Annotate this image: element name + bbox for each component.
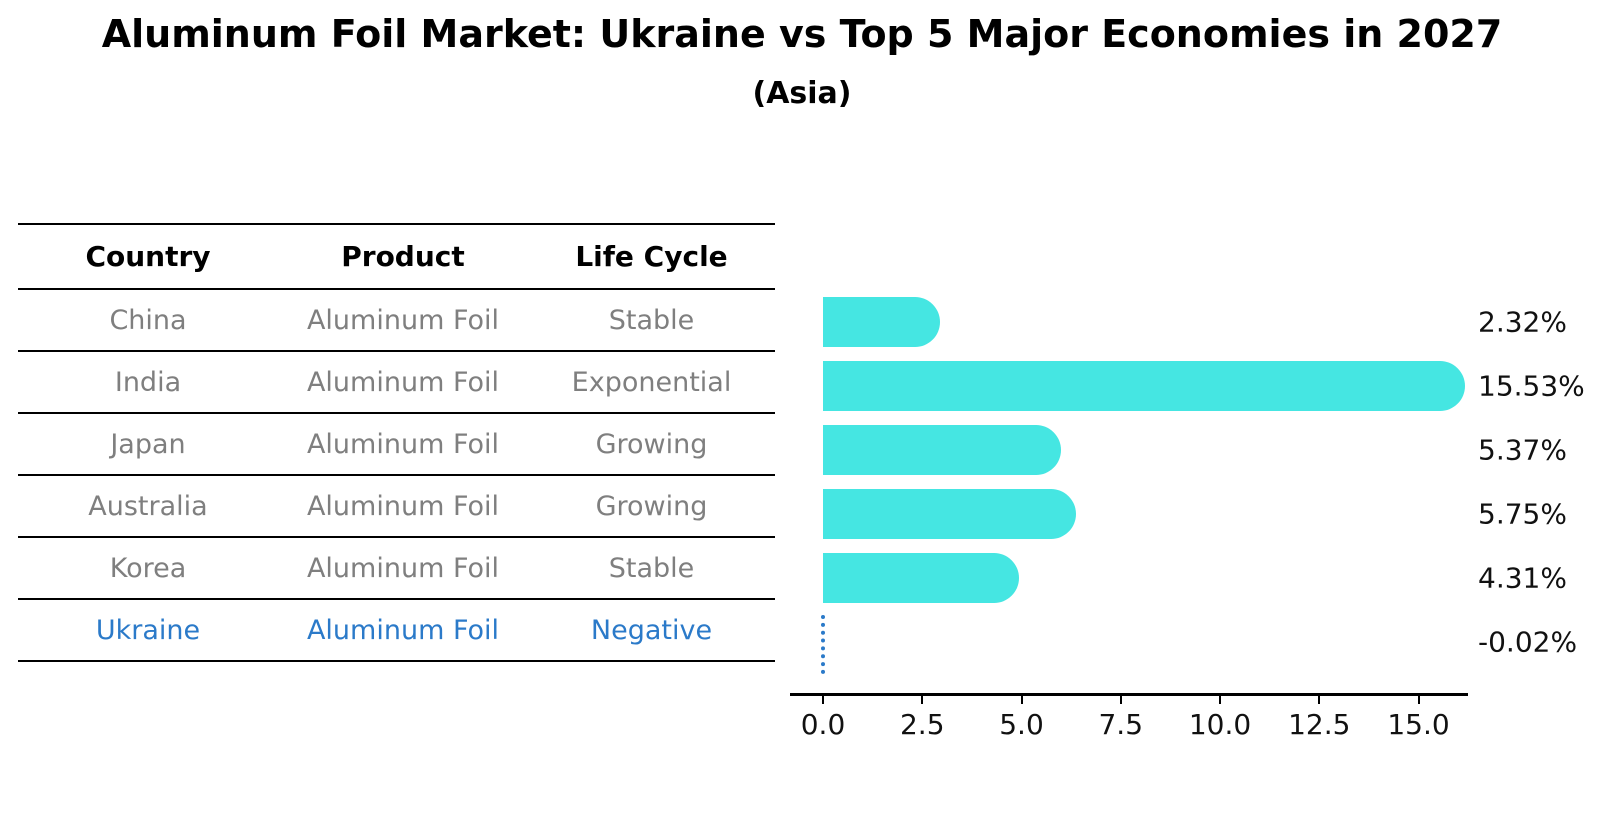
x-axis-tick-label: 10.0 bbox=[1188, 708, 1252, 741]
bar-india bbox=[823, 361, 1465, 411]
x-axis-tick-label: 2.5 bbox=[899, 708, 945, 741]
x-axis-tick bbox=[921, 696, 924, 704]
cell-product: Aluminum Foil bbox=[306, 366, 500, 398]
x-axis-tick bbox=[1219, 696, 1221, 704]
value-label-india: 15.53% bbox=[1478, 369, 1585, 403]
table-row: India Aluminum Foil Exponential bbox=[18, 352, 775, 414]
cell-product: Aluminum Foil bbox=[306, 552, 500, 584]
cell-life-cycle: Stable bbox=[608, 304, 695, 336]
chart-title: Aluminum Foil Market: Ukraine vs Top 5 M… bbox=[101, 12, 1503, 56]
x-axis-tick-label: 5.0 bbox=[999, 708, 1044, 741]
table-row: Japan Aluminum Foil Growing bbox=[18, 414, 775, 476]
x-axis-line bbox=[790, 693, 1468, 696]
column-header-life-cycle: Life Cycle bbox=[575, 240, 728, 273]
bar-australia bbox=[823, 489, 1077, 539]
x-axis-tick bbox=[1119, 696, 1122, 704]
x-axis-tick-label: 7.5 bbox=[1098, 708, 1144, 741]
cell-country: Japan bbox=[110, 428, 186, 460]
cell-product: Aluminum Foil bbox=[306, 428, 500, 460]
cell-life-cycle: Exponential bbox=[571, 366, 732, 398]
x-axis-tick-label: 12.5 bbox=[1288, 708, 1351, 741]
value-label-ukraine: -0.02% bbox=[1478, 625, 1578, 659]
cell-country: Ukraine bbox=[95, 614, 201, 646]
table-row: Australia Aluminum Foil Growing bbox=[18, 476, 775, 538]
country-table: Country Product Life Cycle China Aluminu… bbox=[18, 223, 775, 662]
cell-life-cycle: Stable bbox=[608, 552, 695, 584]
cell-country: China bbox=[109, 304, 187, 336]
bar-china bbox=[823, 297, 941, 347]
cell-country: Australia bbox=[88, 490, 208, 522]
value-label-korea: 4.31% bbox=[1478, 561, 1567, 595]
bar-ukraine bbox=[821, 615, 825, 674]
cell-life-cycle: Growing bbox=[595, 490, 708, 522]
cell-country: Korea bbox=[109, 552, 187, 584]
bar-korea bbox=[823, 553, 1020, 603]
x-axis-tick bbox=[1020, 696, 1023, 704]
table-row: Ukraine Aluminum Foil Negative bbox=[18, 600, 775, 662]
x-axis-tick bbox=[1417, 696, 1420, 704]
value-label-china: 2.32% bbox=[1478, 305, 1567, 339]
cell-product: Aluminum Foil bbox=[306, 614, 500, 646]
value-label-japan: 5.37% bbox=[1478, 433, 1567, 467]
cell-product: Aluminum Foil bbox=[306, 304, 500, 336]
cell-product: Aluminum Foil bbox=[306, 490, 500, 522]
value-label-australia: 5.75% bbox=[1478, 497, 1567, 531]
cell-country: India bbox=[114, 366, 182, 398]
x-axis-tick bbox=[822, 696, 824, 704]
table-row: Korea Aluminum Foil Stable bbox=[18, 538, 775, 600]
cell-life-cycle: Negative bbox=[590, 614, 713, 646]
x-axis-tick bbox=[1318, 696, 1321, 704]
column-header-product: Product bbox=[341, 240, 465, 273]
cell-life-cycle: Growing bbox=[595, 428, 708, 460]
chart-subtitle: (Asia) bbox=[752, 76, 852, 111]
bar-japan bbox=[823, 425, 1062, 475]
table-row: China Aluminum Foil Stable bbox=[18, 290, 775, 352]
x-axis-tick-label: 0.0 bbox=[800, 708, 846, 741]
table-header-row: Country Product Life Cycle bbox=[18, 225, 775, 290]
x-axis-tick-label: 15.0 bbox=[1387, 708, 1450, 741]
column-header-country: Country bbox=[85, 240, 211, 273]
